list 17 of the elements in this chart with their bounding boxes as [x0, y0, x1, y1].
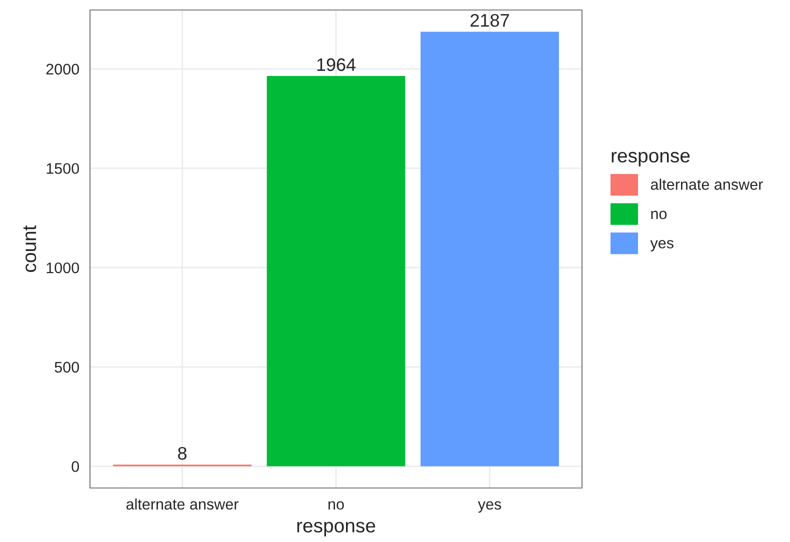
x-tick-label: yes [478, 501, 502, 513]
y-tick-label: 2000 [46, 64, 79, 75]
x-tick-label: no [328, 501, 344, 510]
y-axis-title: count [23, 225, 36, 272]
data-label: 2187 [470, 14, 509, 27]
y-tick-label: 0 [72, 461, 79, 472]
y-tick-label: 1000 [46, 262, 79, 274]
data-label: 8 [178, 446, 186, 460]
x-tick-label: alternate answer [126, 498, 238, 510]
legend-label: no [651, 210, 667, 220]
data-label: 1964 [317, 58, 356, 72]
y-tick-label: 500 [54, 362, 79, 373]
x-axis-title: response [297, 522, 376, 536]
legend-label: alternate answer [650, 178, 763, 190]
legend-label: yes [650, 240, 674, 252]
y-tick-label: 1500 [46, 163, 79, 174]
legend-title: response [612, 152, 690, 166]
